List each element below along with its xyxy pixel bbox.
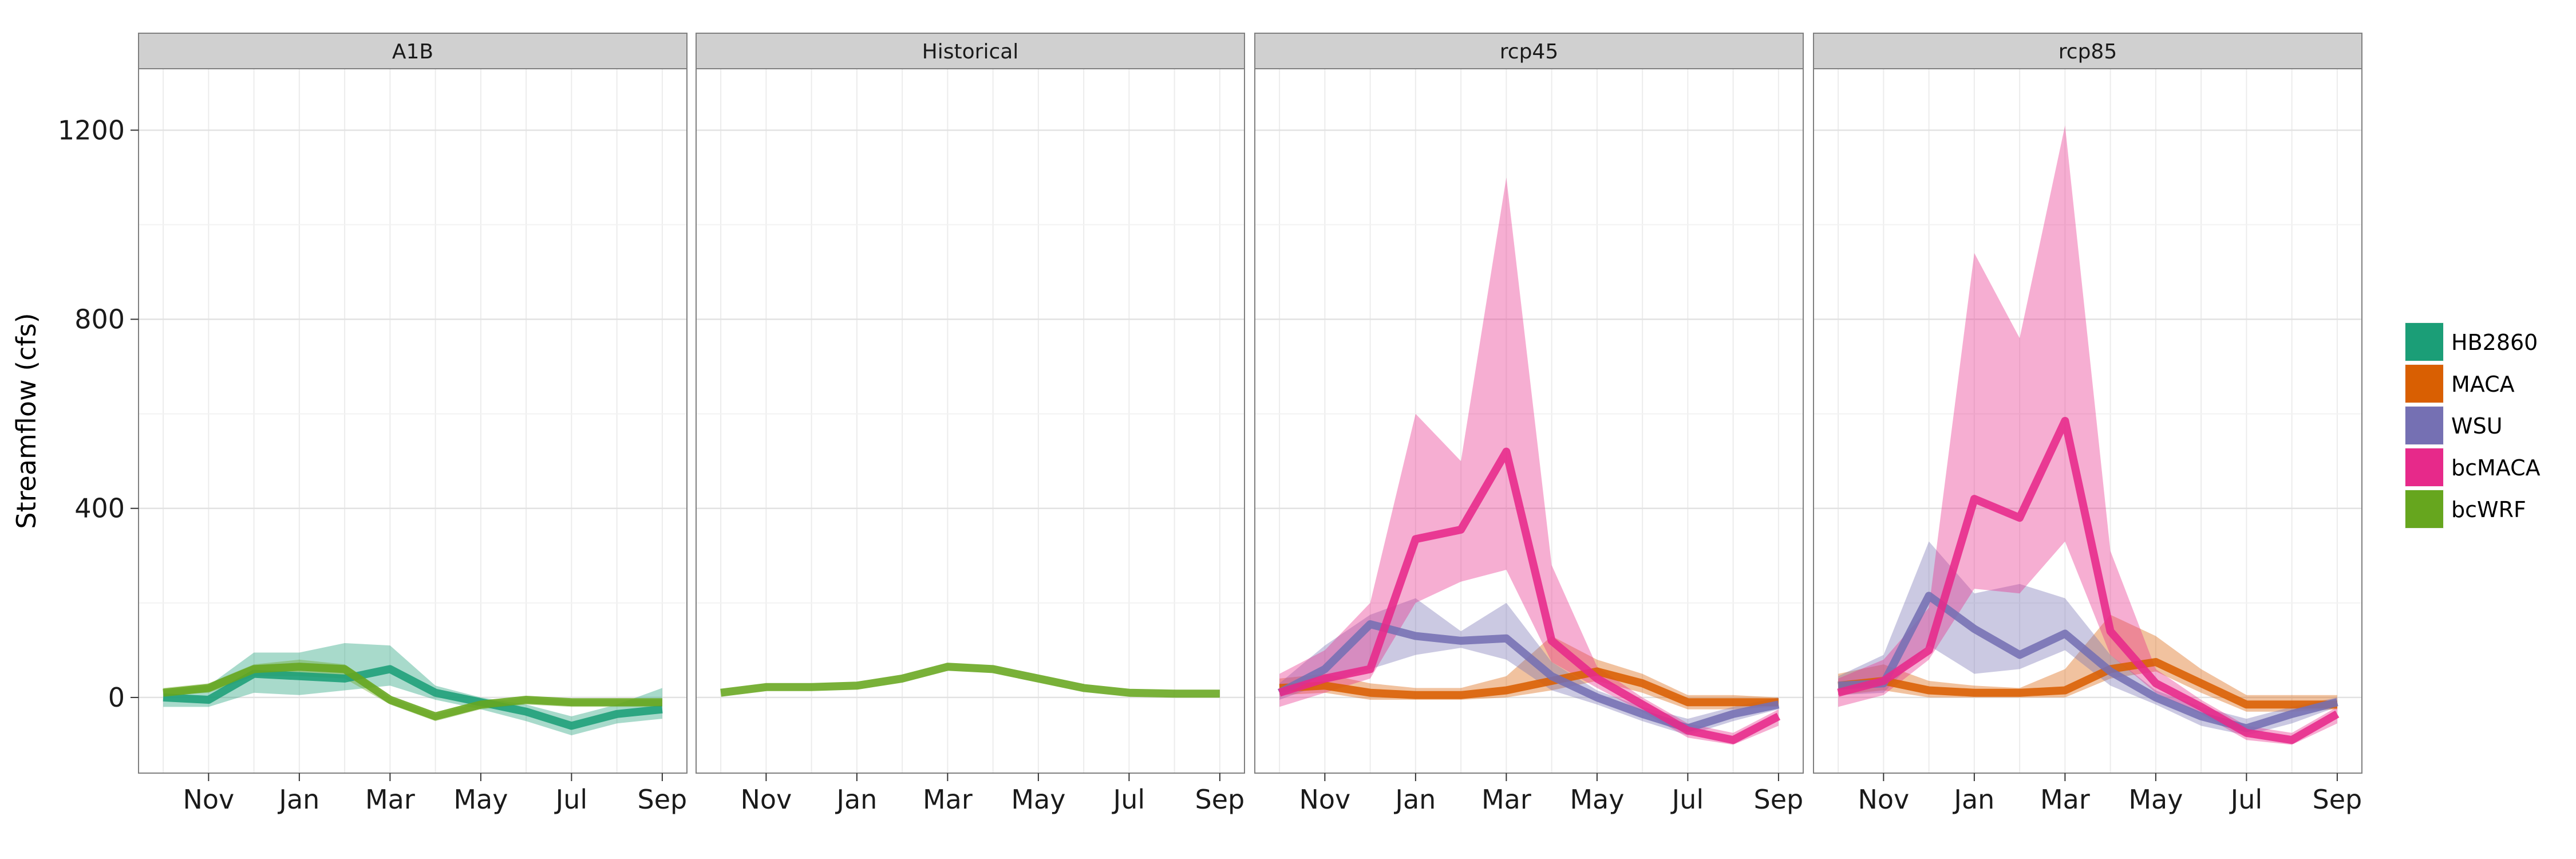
x-tick-label: May xyxy=(2128,784,2183,815)
legend-label-wsu: WSU xyxy=(2451,413,2503,439)
series-line-bcwrf xyxy=(720,663,1220,698)
panel-title: A1B xyxy=(392,40,433,64)
x-tick-label: Jan xyxy=(835,784,877,815)
legend-label-hb2860: HB2860 xyxy=(2451,330,2538,355)
x-tick-label: Jan xyxy=(1952,784,1994,815)
series-line-hb2860 xyxy=(163,665,663,730)
legend-swatch-bcwrf xyxy=(2405,490,2443,528)
legend-label-bcmaca: bcMACA xyxy=(2451,455,2541,480)
legend-label-bcwrf: bcWRF xyxy=(2451,497,2526,522)
legend-label-maca: MACA xyxy=(2451,372,2515,397)
y-tick-label: 0 xyxy=(108,682,125,713)
panel-strip xyxy=(1813,33,2362,69)
panel-strip xyxy=(1254,33,1804,69)
x-tick-label: Mar xyxy=(2040,784,2090,815)
panel-rcp85: rcp85 Nov Jan Mar May Jul Sep xyxy=(1813,33,2362,815)
panel-title: rcp85 xyxy=(2059,40,2117,64)
panel-border xyxy=(1254,68,1804,774)
x-tick-label: Sep xyxy=(1754,784,1804,815)
y-tick-label: 800 xyxy=(74,304,125,335)
panel-border xyxy=(1813,68,2362,774)
panel-historical: Historical Nov Jan Mar May Jul Sep xyxy=(696,33,1245,815)
series-line-bcmaca xyxy=(1278,447,1781,744)
series-line-wsu xyxy=(1838,592,2338,732)
panel-strip xyxy=(138,33,688,69)
x-tick-label: May xyxy=(1011,784,1065,815)
x-tick-label: Nov xyxy=(740,784,792,815)
ribbon-bcmaca xyxy=(1279,177,1779,745)
panel-background xyxy=(696,69,1244,773)
x-tick-label: Sep xyxy=(1195,784,1245,815)
legend-swatch-bcmaca xyxy=(2405,448,2443,486)
series-line-maca xyxy=(1279,667,1779,707)
legend-swatch-maca xyxy=(2405,365,2443,403)
x-tick-label: May xyxy=(1570,784,1624,815)
x-tick-label: Jan xyxy=(277,784,319,815)
x-tick-label: Jan xyxy=(1393,784,1436,815)
series-line-maca xyxy=(1838,658,2337,709)
y-tick-label: 400 xyxy=(74,493,125,524)
x-tick-label: Nov xyxy=(1858,784,1909,815)
panel-title: Historical xyxy=(922,40,1019,64)
panel-border xyxy=(138,68,688,774)
ribbon-bcmaca xyxy=(1838,125,2337,745)
panel-border xyxy=(696,68,1245,774)
x-tick-label: Mar xyxy=(365,784,415,815)
panel-rcp45: rcp45 Nov Jan Mar May Jul Sep xyxy=(1254,33,1804,815)
series-line-bcwrf xyxy=(163,663,662,720)
x-tick-label: Sep xyxy=(2313,784,2362,815)
legend-swatch-wsu xyxy=(2405,407,2443,444)
series-line-wsu xyxy=(1277,620,1780,732)
x-tick-label: Nov xyxy=(1299,784,1350,815)
x-tick-label: Sep xyxy=(638,784,688,815)
x-tick-label: Mar xyxy=(1481,784,1531,815)
x-tick-label: Mar xyxy=(923,784,973,815)
x-tick-label: Jul xyxy=(1112,784,1145,815)
x-tick-label: May xyxy=(453,784,508,815)
legend: HB2860 MACA WSU bcMACA bcWRF xyxy=(2404,321,2541,530)
x-tick-label: Nov xyxy=(183,784,234,815)
legend-swatch-hb2860 xyxy=(2405,323,2443,361)
x-tick-label: Jul xyxy=(1670,784,1704,815)
x-tick-label: Jul xyxy=(2229,784,2263,815)
panel-title: rcp45 xyxy=(1500,40,1558,64)
ribbon-wsu xyxy=(1838,541,2337,735)
series-line-bcmaca xyxy=(1837,417,2340,744)
y-tick-label: 1200 xyxy=(58,115,125,145)
x-tick-label: Jul xyxy=(554,784,588,815)
panel-a1b: A1B Nov Jan Mar May Jul Sep xyxy=(138,33,688,815)
panel-background xyxy=(139,69,687,773)
panel-strip xyxy=(696,33,1245,69)
y-axis-title: Streamflow (cfs) xyxy=(11,313,42,529)
